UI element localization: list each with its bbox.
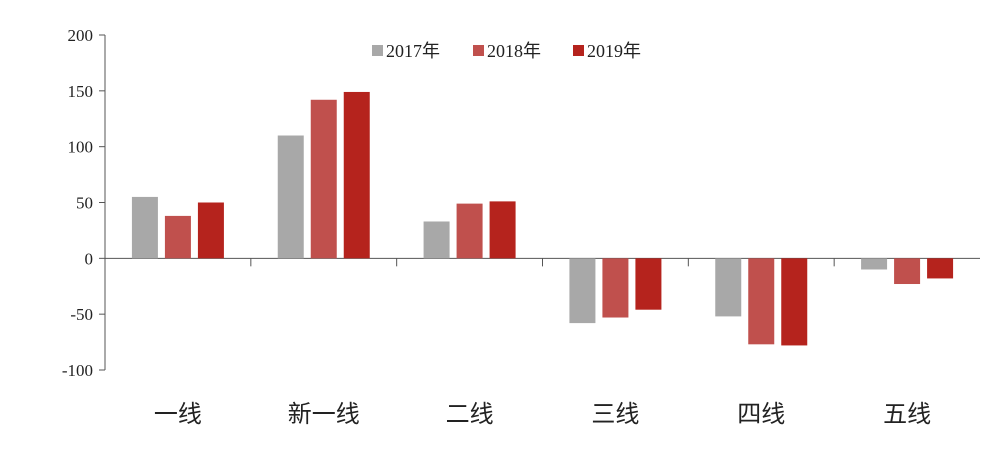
category-label: 新一线: [288, 400, 360, 428]
y-tick-label: -100: [62, 361, 93, 380]
category-label: 四线: [737, 400, 785, 428]
bar: [310, 99, 337, 259]
category-label: 一线: [154, 400, 202, 428]
bar: [715, 258, 742, 317]
bar: [635, 258, 662, 310]
y-tick-label: 200: [68, 26, 94, 45]
bar: [343, 91, 370, 259]
y-tick-label: 150: [68, 82, 94, 101]
x-axis: [105, 257, 980, 267]
y-tick-label: -50: [70, 305, 93, 324]
bar: [861, 258, 888, 270]
category-label: 三线: [591, 400, 639, 428]
legend: 2017年 2018年 2019年: [372, 41, 641, 61]
bar: [569, 258, 596, 324]
legend-swatch: [473, 45, 484, 56]
bar: [894, 258, 921, 285]
y-axis: 200 150 100 50 0 -50 -100: [62, 26, 106, 380]
bar: [927, 258, 954, 279]
bar: [748, 258, 775, 345]
bar: [489, 201, 516, 259]
legend-swatch: [573, 45, 584, 56]
legend-label: 2018年: [487, 41, 541, 61]
y-tick-label: 50: [76, 194, 93, 213]
y-tick-label: 0: [85, 249, 94, 268]
bar: [602, 258, 629, 318]
bar: [781, 258, 808, 346]
category-label: 二线: [446, 400, 494, 428]
bar: [197, 202, 224, 259]
bar: [456, 203, 483, 259]
legend-label: 2017年: [386, 41, 440, 61]
bar: [164, 215, 191, 259]
category-label: 五线: [883, 400, 931, 428]
bar: [131, 196, 158, 259]
bar: [423, 221, 450, 259]
bar: [277, 135, 304, 259]
y-tick-label: 100: [68, 138, 94, 157]
legend-label: 2019年: [587, 41, 641, 61]
category-labels: 一线 新一线 二线 三线 四线 五线: [154, 400, 931, 428]
legend-swatch: [372, 45, 383, 56]
bars: [131, 91, 954, 346]
